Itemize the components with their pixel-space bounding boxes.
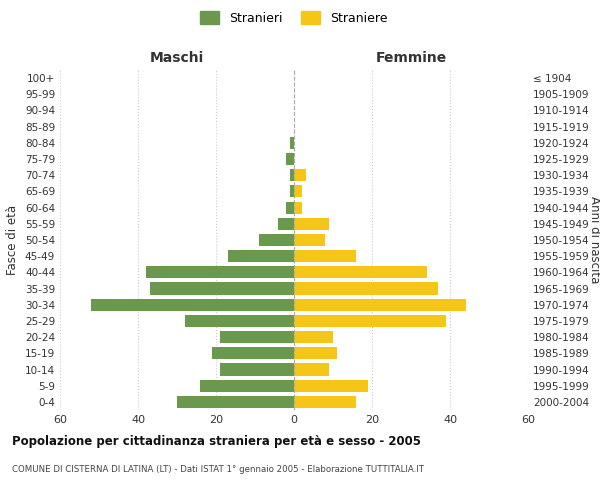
Bar <box>294 250 356 262</box>
Bar <box>286 202 294 213</box>
Y-axis label: Fasce di età: Fasce di età <box>7 205 19 275</box>
Bar <box>150 282 294 294</box>
Bar <box>200 380 294 392</box>
Bar <box>294 202 302 213</box>
Bar <box>290 137 294 149</box>
Bar <box>278 218 294 230</box>
Y-axis label: Anni di nascita: Anni di nascita <box>588 196 600 284</box>
Bar <box>294 315 446 327</box>
Bar <box>294 186 302 198</box>
Bar <box>290 186 294 198</box>
Bar <box>294 348 337 360</box>
Bar <box>294 396 356 408</box>
Text: Maschi: Maschi <box>150 51 204 65</box>
Bar <box>294 364 329 376</box>
Bar <box>294 282 438 294</box>
Bar <box>220 331 294 343</box>
Text: Popolazione per cittadinanza straniera per età e sesso - 2005: Popolazione per cittadinanza straniera p… <box>12 435 421 448</box>
Bar <box>294 234 325 246</box>
Bar <box>146 266 294 278</box>
Bar <box>212 348 294 360</box>
Bar <box>294 380 368 392</box>
Bar <box>294 266 427 278</box>
Bar <box>185 315 294 327</box>
Legend: Stranieri, Straniere: Stranieri, Straniere <box>196 6 392 30</box>
Bar <box>290 169 294 181</box>
Bar <box>220 364 294 376</box>
Bar <box>228 250 294 262</box>
Bar <box>177 396 294 408</box>
Bar <box>286 153 294 165</box>
Bar <box>294 298 466 311</box>
Bar <box>294 331 333 343</box>
Bar <box>259 234 294 246</box>
Bar <box>294 218 329 230</box>
Text: Femmine: Femmine <box>376 51 446 65</box>
Text: COMUNE DI CISTERNA DI LATINA (LT) - Dati ISTAT 1° gennaio 2005 - Elaborazione TU: COMUNE DI CISTERNA DI LATINA (LT) - Dati… <box>12 465 424 474</box>
Bar <box>91 298 294 311</box>
Bar <box>294 169 306 181</box>
